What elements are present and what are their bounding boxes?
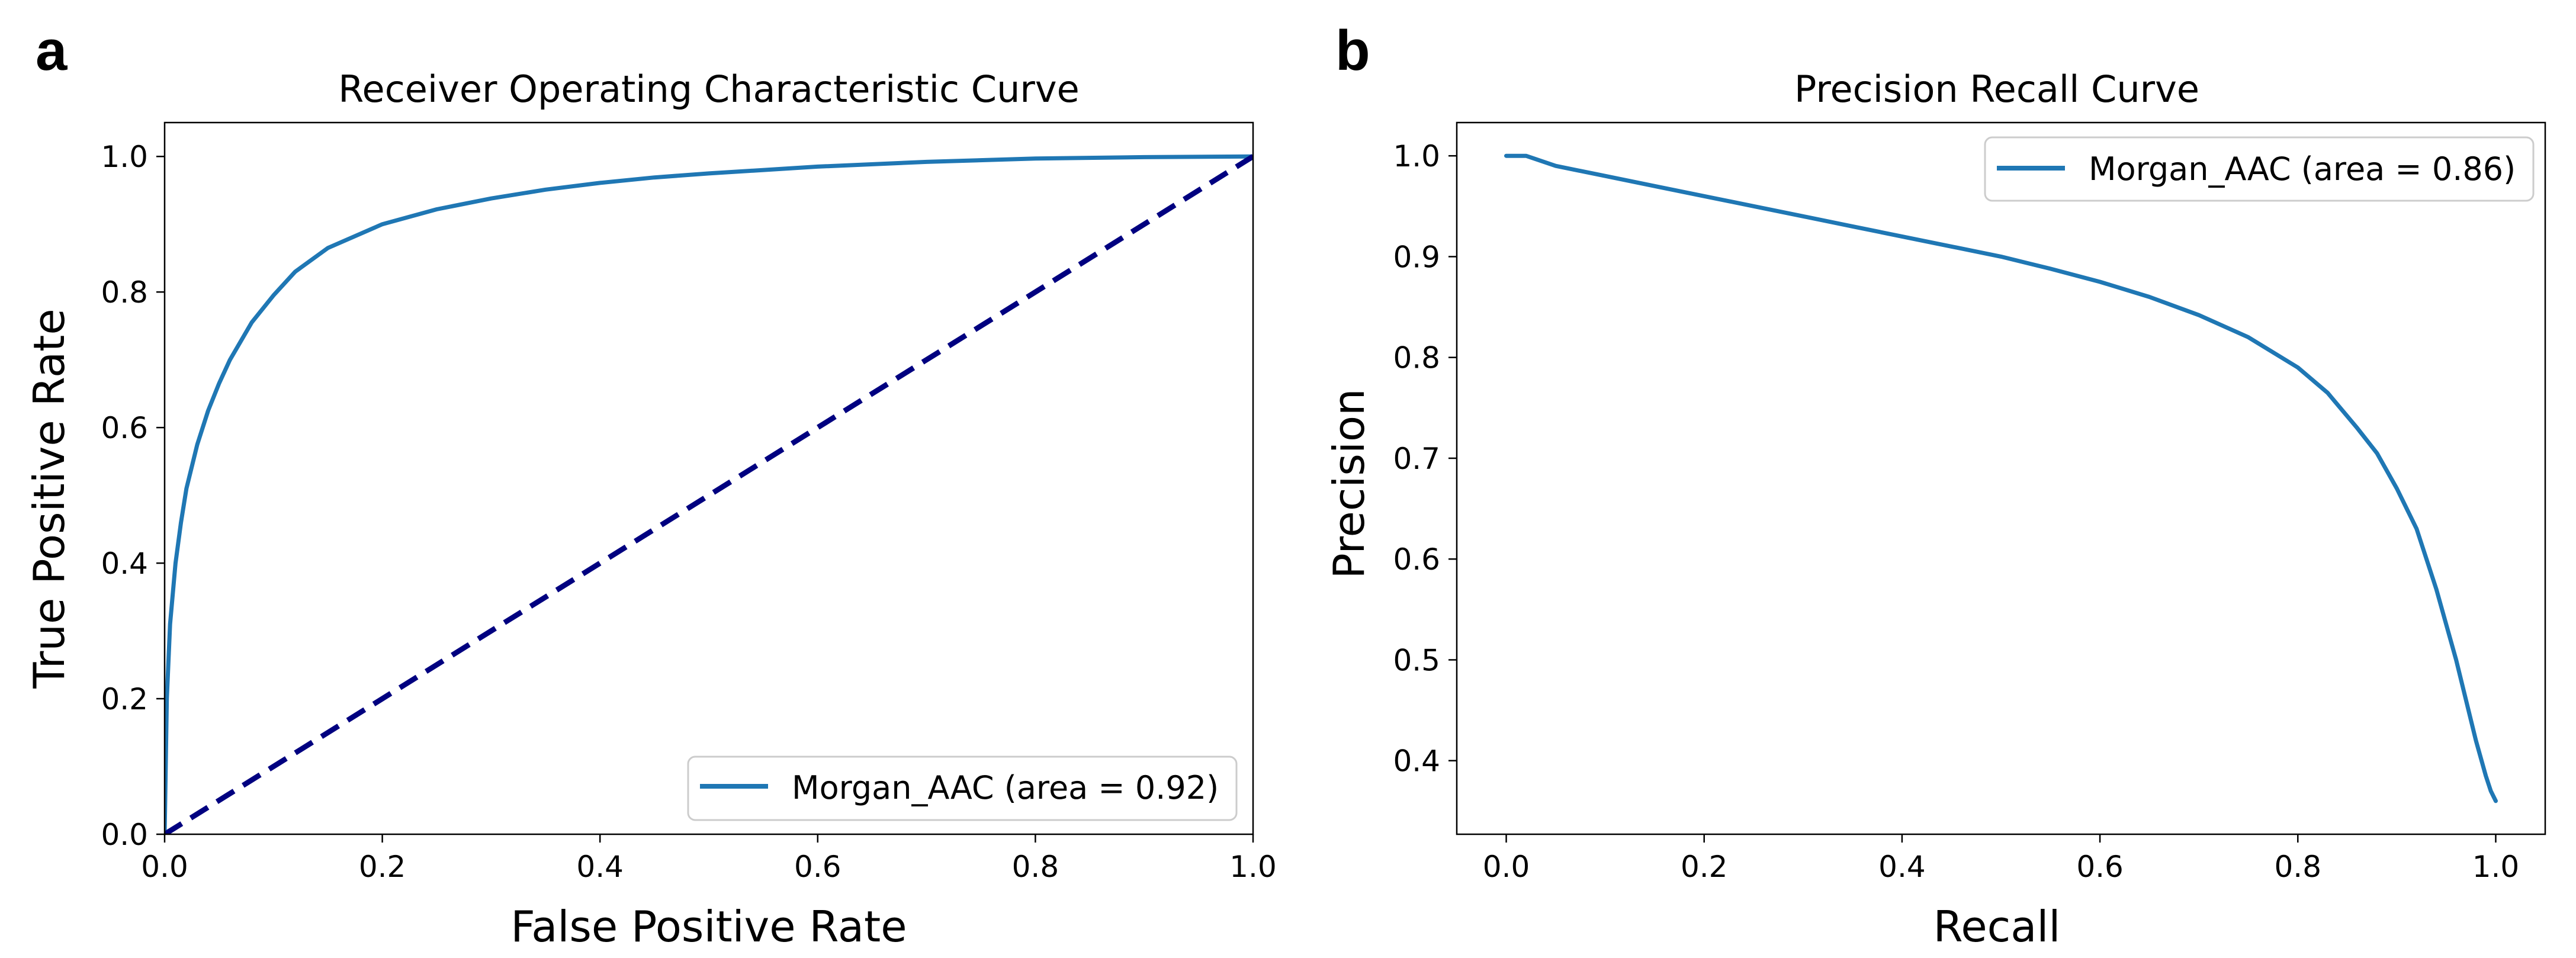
roc-x-tick-label: 0.0 xyxy=(141,850,188,884)
roc-y-tick-label: 0.2 xyxy=(101,682,148,716)
roc-chart: a Receiver Operating Characteristic Curv… xyxy=(24,19,1277,951)
roc-legend-box xyxy=(687,756,1238,821)
pr-x-tick-label: 0.8 xyxy=(2275,850,2322,884)
pr-series-group xyxy=(1504,153,2498,803)
pr-y-axis-label: Precision xyxy=(1324,388,1374,578)
pr-x-ticks: 0.0 0.2 0.4 0.6 0.8 1.0 xyxy=(1483,834,2519,884)
pr-series-line-model xyxy=(1504,153,2498,803)
pr-x-axis-label: Recall xyxy=(1933,902,2061,951)
roc-y-tick-label: 1.0 xyxy=(101,140,148,174)
pr-x-tick-label: 0.6 xyxy=(2076,850,2124,884)
roc-x-tick-label: 0.4 xyxy=(576,850,624,884)
panel-label-b: b xyxy=(1335,19,1370,82)
roc-x-tick-label: 0.6 xyxy=(794,850,841,884)
pr-y-tick-label: 1.0 xyxy=(1393,139,1440,173)
pr-y-tick-label: 0.9 xyxy=(1393,240,1440,274)
roc-plot-frame xyxy=(163,121,1254,835)
pr-y-ticks: 0.4 0.5 0.6 0.7 0.8 0.9 1.0 xyxy=(1393,139,1457,779)
pr-legend-label: Morgan_AAC (area = 0.86) xyxy=(2089,150,2516,188)
pr-x-tick-label: 0.4 xyxy=(1878,850,1926,884)
roc-x-axis-label: False Positive Rate xyxy=(510,902,907,951)
pr-x-tick-label: 0.0 xyxy=(1483,850,1530,884)
pr-y-tick-label: 0.4 xyxy=(1393,744,1440,779)
pr-y-tick-label: 0.5 xyxy=(1393,643,1440,677)
pr-y-tick-label: 0.8 xyxy=(1393,341,1440,375)
roc-y-tick-label: 0.6 xyxy=(101,411,148,445)
pr-y-tick-label: 0.6 xyxy=(1393,542,1440,577)
roc-x-tick-label: 0.8 xyxy=(1012,850,1059,884)
pr-chart-title: Precision Recall Curve xyxy=(1794,67,2199,111)
roc-legend-label: Morgan_AAC (area = 0.92) xyxy=(792,769,1219,806)
roc-series-line-model xyxy=(165,154,1253,834)
roc-x-tick-label: 1.0 xyxy=(1229,850,1277,884)
roc-y-axis-label: True Positive Rate xyxy=(24,308,74,689)
pr-y-tick-label: 0.7 xyxy=(1393,442,1440,476)
roc-x-ticks: 0.0 0.2 0.4 0.6 0.8 1.0 xyxy=(141,834,1277,884)
pr-chart: b Precision Recall Curve Recall Precisio… xyxy=(1324,19,2546,951)
roc-y-tick-label: 0.8 xyxy=(101,275,148,310)
roc-chart-title: Receiver Operating Characteristic Curve xyxy=(338,67,1079,111)
roc-y-tick-label: 0.4 xyxy=(101,546,148,581)
pr-legend-box xyxy=(1984,136,2535,202)
pr-plot-frame xyxy=(1456,121,2546,835)
roc-series-group xyxy=(165,154,1253,834)
roc-y-ticks: 0.0 0.2 0.4 0.6 0.8 1.0 xyxy=(101,140,165,852)
pr-x-tick-label: 0.2 xyxy=(1681,850,1728,884)
panel-label-a: a xyxy=(36,19,68,82)
roc-y-tick-label: 0.0 xyxy=(101,818,148,852)
pr-legend: Morgan_AAC (area = 0.86) xyxy=(1984,136,2535,202)
roc-legend: Morgan_AAC (area = 0.92) xyxy=(687,756,1238,821)
roc-x-tick-label: 0.2 xyxy=(359,850,406,884)
pr-x-tick-label: 1.0 xyxy=(2472,850,2520,884)
